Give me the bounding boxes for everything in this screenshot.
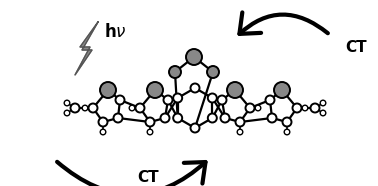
Circle shape bbox=[113, 113, 122, 123]
Circle shape bbox=[235, 118, 245, 126]
Circle shape bbox=[208, 94, 217, 102]
Circle shape bbox=[207, 66, 219, 78]
Circle shape bbox=[320, 100, 326, 106]
Circle shape bbox=[191, 124, 200, 132]
Circle shape bbox=[164, 95, 172, 105]
Circle shape bbox=[147, 82, 163, 98]
Circle shape bbox=[320, 110, 326, 116]
Circle shape bbox=[265, 95, 274, 105]
Circle shape bbox=[282, 118, 291, 126]
Circle shape bbox=[310, 103, 319, 113]
Polygon shape bbox=[75, 22, 98, 75]
Circle shape bbox=[146, 118, 155, 126]
Circle shape bbox=[71, 103, 79, 113]
Circle shape bbox=[186, 49, 202, 65]
FancyArrowPatch shape bbox=[57, 162, 206, 186]
Circle shape bbox=[173, 94, 182, 102]
Circle shape bbox=[173, 113, 182, 123]
Text: CT: CT bbox=[345, 41, 367, 55]
Circle shape bbox=[88, 103, 98, 113]
Circle shape bbox=[268, 113, 276, 123]
FancyArrowPatch shape bbox=[239, 12, 328, 34]
Circle shape bbox=[302, 105, 308, 111]
Circle shape bbox=[191, 84, 200, 92]
Circle shape bbox=[255, 105, 261, 111]
Circle shape bbox=[64, 100, 70, 106]
Circle shape bbox=[64, 110, 70, 116]
Circle shape bbox=[161, 113, 169, 123]
Text: h$\nu$: h$\nu$ bbox=[104, 23, 127, 41]
Circle shape bbox=[100, 129, 106, 135]
Circle shape bbox=[99, 118, 107, 126]
Circle shape bbox=[116, 95, 124, 105]
Circle shape bbox=[129, 105, 135, 111]
Circle shape bbox=[100, 82, 116, 98]
Circle shape bbox=[245, 103, 254, 113]
Circle shape bbox=[217, 95, 226, 105]
Circle shape bbox=[169, 66, 181, 78]
Circle shape bbox=[135, 103, 144, 113]
Text: CT: CT bbox=[137, 171, 159, 185]
Circle shape bbox=[284, 129, 290, 135]
Circle shape bbox=[220, 113, 229, 123]
Circle shape bbox=[208, 113, 217, 123]
Circle shape bbox=[147, 129, 153, 135]
Circle shape bbox=[293, 103, 302, 113]
Circle shape bbox=[227, 82, 243, 98]
Circle shape bbox=[82, 105, 88, 111]
Circle shape bbox=[237, 129, 243, 135]
Circle shape bbox=[274, 82, 290, 98]
